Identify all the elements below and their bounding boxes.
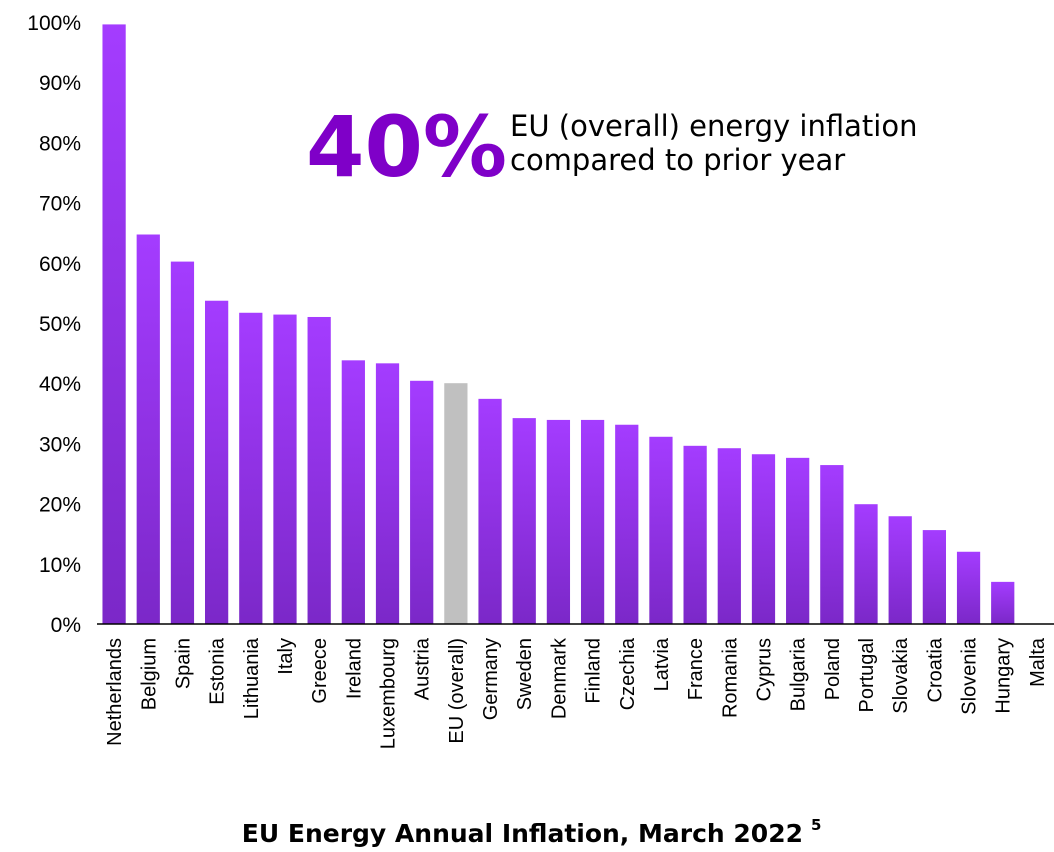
y-tick-label: 70%	[39, 193, 81, 216]
category-label: Denmark	[548, 637, 570, 719]
bar-eu-overall	[444, 383, 468, 624]
bar-spain	[170, 261, 195, 624]
bar-netherlands	[102, 24, 126, 624]
y-tick-label: 100%	[27, 12, 81, 35]
bar-slovenia	[956, 551, 981, 624]
category-label: Italy	[275, 638, 297, 675]
bar-estonia	[205, 300, 229, 624]
y-tick-label: 80%	[39, 132, 81, 155]
bar-latvia	[649, 436, 673, 624]
category-label: Lithuania	[241, 637, 263, 719]
category-label: Slovenia	[959, 637, 981, 715]
y-tick-label: 0%	[51, 614, 81, 637]
category-label: Ireland	[343, 638, 365, 699]
category-label: Spain	[172, 638, 194, 689]
category-label: France	[685, 638, 707, 700]
chart-title: EU Energy Annual Inflation, March 2022	[242, 819, 803, 848]
category-labels: Netherlands Belgium Spain Estonia Lithuania I…	[104, 637, 1049, 749]
category-label: Hungary	[993, 638, 1015, 714]
category-label: Poland	[822, 638, 844, 700]
bar-luxembourg	[375, 363, 400, 624]
bar-italy	[273, 314, 297, 624]
bar-germany	[478, 398, 502, 624]
category-label: Sweden	[514, 638, 536, 710]
bar-denmark	[546, 419, 571, 624]
bar-cyprus	[751, 454, 776, 624]
bar-poland	[820, 465, 844, 624]
y-tick-label: 90%	[39, 72, 81, 95]
callout-line-1: EU (overall) energy inflation	[510, 109, 917, 143]
y-tick-label: 30%	[39, 433, 81, 456]
y-tick-label: 20%	[39, 494, 81, 517]
category-label: Cyprus	[753, 638, 775, 701]
bar-austria	[410, 380, 434, 624]
category-label: Greece	[309, 638, 331, 704]
bar-slovakia	[888, 516, 912, 624]
y-tick-label: 50%	[39, 313, 81, 336]
category-label: Czechia	[617, 637, 639, 710]
category-label: EU (overall)	[446, 638, 468, 744]
bars	[102, 24, 1015, 625]
category-label: Croatia	[924, 637, 946, 702]
callout-annotation: 40% EU (overall) energy inflation compar…	[306, 98, 917, 196]
y-tick-label: 10%	[39, 554, 81, 577]
bar-france	[683, 445, 707, 624]
category-label: Bulgaria	[788, 637, 810, 711]
category-label: Malta	[1027, 637, 1049, 687]
category-label: Austria	[412, 637, 434, 700]
bar-czechia	[615, 424, 639, 624]
callout-value: 40%	[306, 98, 507, 196]
category-label: Finland	[583, 638, 605, 704]
bar-hungary	[991, 581, 1015, 624]
bar-croatia	[922, 530, 946, 624]
y-tick-label: 60%	[39, 253, 81, 276]
category-label: Latvia	[651, 637, 673, 691]
category-label: Portugal	[856, 638, 878, 713]
bar-bulgaria	[786, 457, 810, 624]
bar-belgium	[136, 234, 160, 625]
bar-romania	[717, 448, 741, 624]
category-label: Germany	[480, 638, 502, 720]
category-label: Luxembourg	[378, 638, 400, 749]
bar-lithuania	[239, 312, 263, 624]
title-footnote: 5	[811, 816, 821, 834]
category-label: Romania	[719, 637, 741, 718]
bar-finland	[580, 419, 605, 624]
category-label: Belgium	[138, 638, 160, 710]
category-label: Netherlands	[104, 638, 126, 746]
y-tick-label: 40%	[39, 373, 81, 396]
category-label: Estonia	[207, 637, 229, 705]
callout-line-2: compared to prior year	[510, 143, 845, 177]
category-label: Slovakia	[890, 637, 912, 713]
bar-sweden	[512, 418, 536, 624]
y-axis-ticks: 0% 10% 20% 30% 40% 50% 60% 70% 80% 90% 100%	[27, 12, 81, 637]
bar-portugal	[854, 504, 878, 624]
bar-ireland	[341, 360, 365, 624]
bar-greece	[307, 316, 331, 624]
